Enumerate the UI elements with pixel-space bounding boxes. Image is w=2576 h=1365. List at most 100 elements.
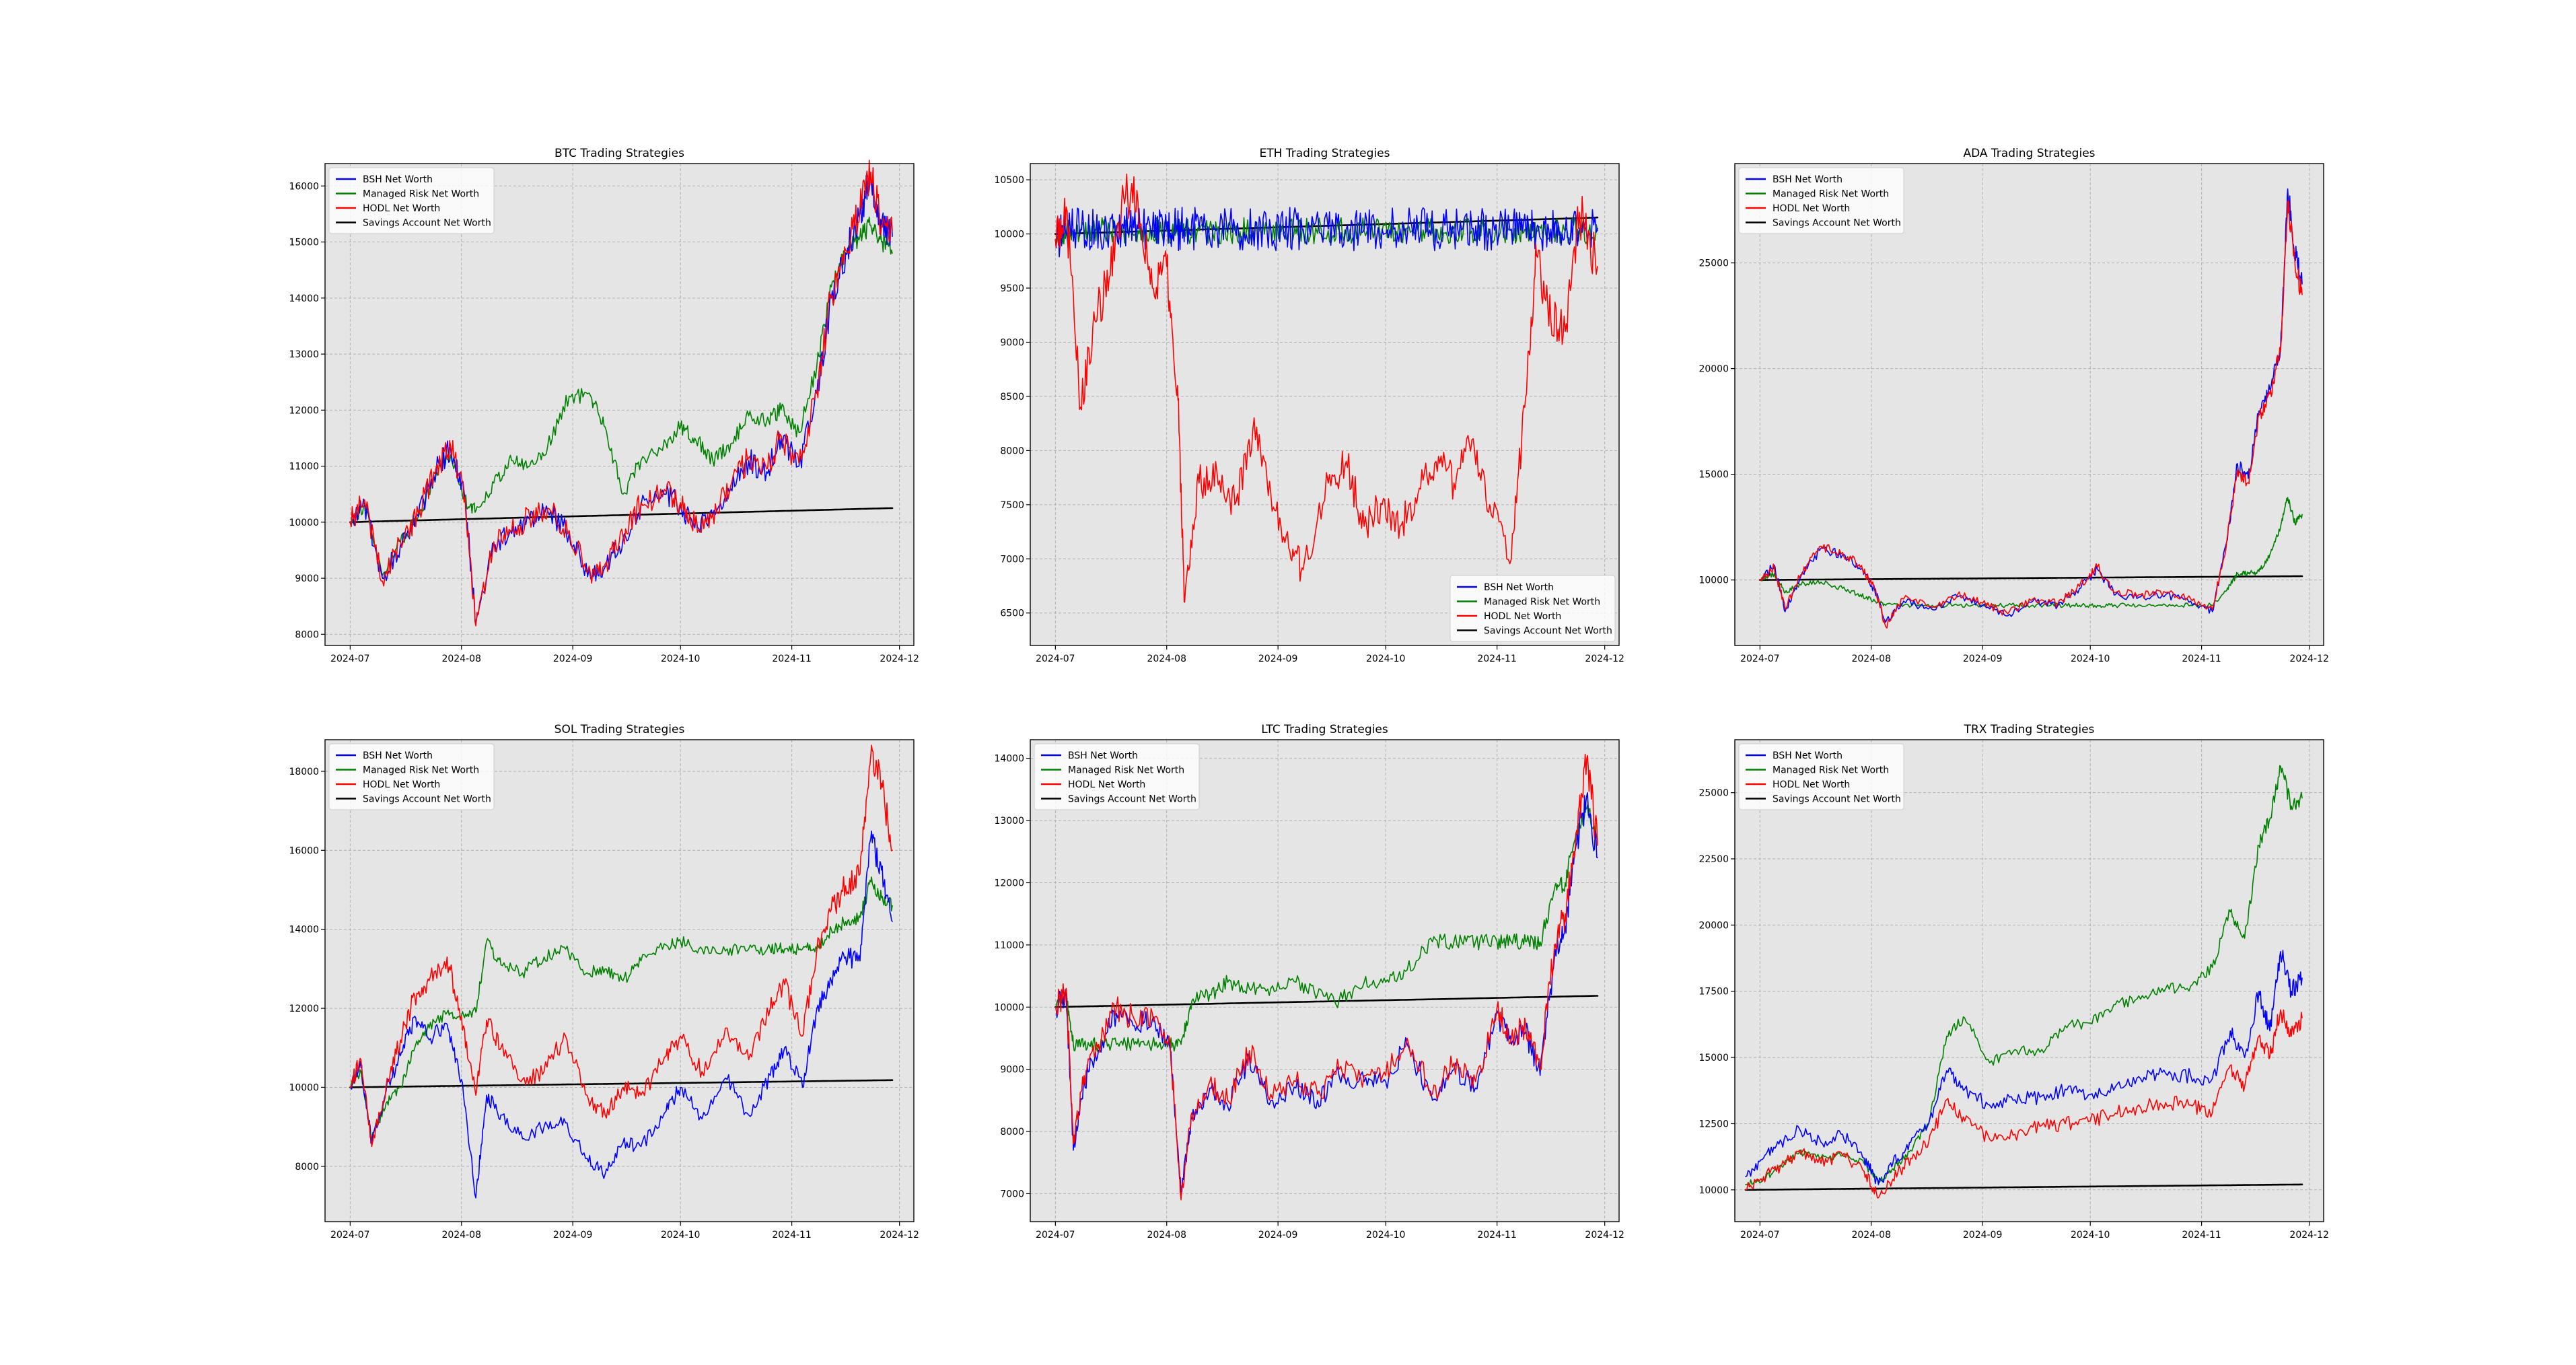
- x-tick-label: 2024-09: [1258, 1230, 1298, 1240]
- y-tick-label: 11000: [994, 940, 1024, 951]
- chart-title: ADA Trading Strategies: [1963, 147, 2095, 160]
- x-tick-label: 2024-10: [2071, 654, 2110, 664]
- chart-panel-3: 8000 10000 12000 14000 16000 18000 2024-07 2024…: [289, 723, 919, 1240]
- plot-area: [1030, 739, 1620, 1222]
- legend-box: [1738, 167, 1904, 234]
- x-tick-label: 2024-11: [2182, 1230, 2221, 1240]
- x-tick-label: 2024-08: [1851, 1230, 1891, 1240]
- legend-label: HODL Net Worth: [363, 779, 440, 790]
- legend: BSH Net Worth Managed Risk Net Worth HODL …: [328, 167, 495, 234]
- chart-title: TRX Trading Strategies: [1964, 723, 2095, 736]
- series-line-hodl: [1054, 753, 1598, 1201]
- plot-frame: [324, 163, 915, 646]
- plot-area: [324, 163, 915, 646]
- legend-label: Managed Risk Net Worth: [1068, 765, 1184, 776]
- x-tick-label: 2024-11: [1477, 1230, 1517, 1240]
- x-tick-label: 2024-09: [553, 1230, 593, 1240]
- series-line-managed: [1745, 765, 2303, 1186]
- chart-title: ETH Trading Strategies: [1260, 147, 1390, 160]
- x-tick-label: 2024-11: [2182, 654, 2221, 664]
- legend-label: Savings Account Net Worth: [363, 794, 491, 805]
- x-tick-label: 2024-12: [1585, 1230, 1624, 1240]
- x-tick-label: 2024-11: [1477, 654, 1517, 664]
- y-tick-label: 16000: [289, 181, 319, 192]
- series-line-hodl: [1759, 199, 2303, 629]
- y-tick-label: 14000: [289, 925, 319, 936]
- x-tick-label: 2024-09: [1258, 654, 1298, 664]
- legend-box: [328, 167, 495, 234]
- series-line-hodl: [349, 744, 893, 1148]
- legend-label: HODL Net Worth: [1773, 203, 1850, 214]
- x-tick-label: 2024-11: [772, 654, 812, 664]
- y-tick-label: 6500: [1000, 608, 1024, 619]
- y-tick-label: 10000: [289, 518, 319, 528]
- y-tick-label: 8000: [1000, 1127, 1024, 1138]
- y-tick-label: 10000: [289, 1082, 319, 1093]
- series-line-savings: [1744, 1183, 2303, 1191]
- y-tick-label: 10000: [1698, 1185, 1729, 1196]
- legend-label: Managed Risk Net Worth: [1484, 597, 1600, 608]
- plot-frame: [1030, 163, 1620, 646]
- x-tick-label: 2024-09: [1963, 1230, 2003, 1240]
- y-tick-label: 10000: [994, 1002, 1024, 1013]
- y-tick-label: 16000: [289, 845, 319, 856]
- y-tick-label: 13000: [289, 349, 319, 360]
- legend-label: BSH Net Worth: [1773, 750, 1842, 761]
- y-tick-label: 12000: [289, 1004, 319, 1014]
- legend: BSH Net Worth Managed Risk Net Worth HODL …: [1450, 575, 1616, 642]
- chart-panel-4: 7000 8000 9000 10000 11000 12000 13000 14000 202…: [994, 723, 1624, 1240]
- x-tick-label: 2024-08: [1851, 654, 1891, 664]
- x-tick-label: 2024-10: [1366, 654, 1406, 664]
- x-tick-label: 2024-07: [1740, 654, 1780, 664]
- y-tick-label: 11000: [289, 462, 319, 473]
- series-line-managed: [1759, 497, 2303, 608]
- x-tick-label: 2024-12: [2289, 654, 2329, 664]
- legend: BSH Net Worth Managed Risk Net Worth HODL …: [1738, 167, 1904, 234]
- series-line-bsh: [1745, 950, 2303, 1185]
- y-tick-label: 8500: [1000, 392, 1024, 403]
- series-line-hodl: [1054, 173, 1598, 603]
- y-tick-label: 7000: [1000, 1189, 1024, 1199]
- y-tick-label: 15000: [289, 238, 319, 248]
- chart-title: LTC Trading Strategies: [1261, 723, 1388, 736]
- y-tick-label: 20000: [1698, 364, 1729, 375]
- x-tick-label: 2024-08: [441, 654, 481, 664]
- plot-frame: [324, 739, 915, 1222]
- x-tick-label: 2024-09: [1963, 654, 2003, 664]
- legend-label: BSH Net Worth: [363, 750, 433, 761]
- legend-box: [1738, 743, 1904, 810]
- series-line-bsh: [1759, 188, 2303, 623]
- series-line-bsh: [349, 831, 893, 1199]
- y-tick-label: 12500: [1698, 1119, 1729, 1129]
- series-line-savings: [1759, 575, 2303, 581]
- y-tick-label: 18000: [289, 767, 319, 777]
- legend-label: Savings Account Net Worth: [1484, 626, 1612, 637]
- x-tick-label: 2024-11: [772, 1230, 812, 1240]
- chart-panel-5: 10000 12500 15000 17500 20000 22500 25000 2024-…: [1698, 723, 2328, 1240]
- x-tick-label: 2024-10: [2071, 1230, 2110, 1240]
- y-tick-label: 13000: [994, 816, 1024, 827]
- y-tick-label: 12000: [994, 878, 1024, 888]
- legend: BSH Net Worth Managed Risk Net Worth HODL …: [1034, 743, 1200, 810]
- legend-box: [1450, 575, 1616, 642]
- chart-title: SOL Trading Strategies: [554, 723, 685, 736]
- legend-label: Managed Risk Net Worth: [1773, 189, 1889, 200]
- y-tick-label: 14000: [289, 293, 319, 304]
- legend-label: HODL Net Worth: [1484, 611, 1561, 622]
- series-line-savings: [1054, 995, 1599, 1008]
- series-line-hodl: [1745, 1009, 2303, 1199]
- y-tick-label: 10000: [994, 230, 1024, 240]
- chart-title: BTC Trading Strategies: [554, 147, 684, 160]
- legend-box: [328, 743, 495, 810]
- x-tick-label: 2024-07: [330, 654, 370, 664]
- x-tick-label: 2024-08: [1147, 654, 1186, 664]
- legend-label: Managed Risk Net Worth: [363, 189, 479, 200]
- series-line-savings: [349, 1079, 894, 1088]
- legend-label: HODL Net Worth: [363, 203, 440, 214]
- y-tick-label: 9500: [1000, 283, 1024, 294]
- y-tick-label: 9000: [295, 573, 319, 584]
- x-tick-label: 2024-07: [1740, 1230, 1780, 1240]
- y-tick-label: 8000: [1000, 446, 1024, 456]
- x-tick-label: 2024-08: [441, 1230, 481, 1240]
